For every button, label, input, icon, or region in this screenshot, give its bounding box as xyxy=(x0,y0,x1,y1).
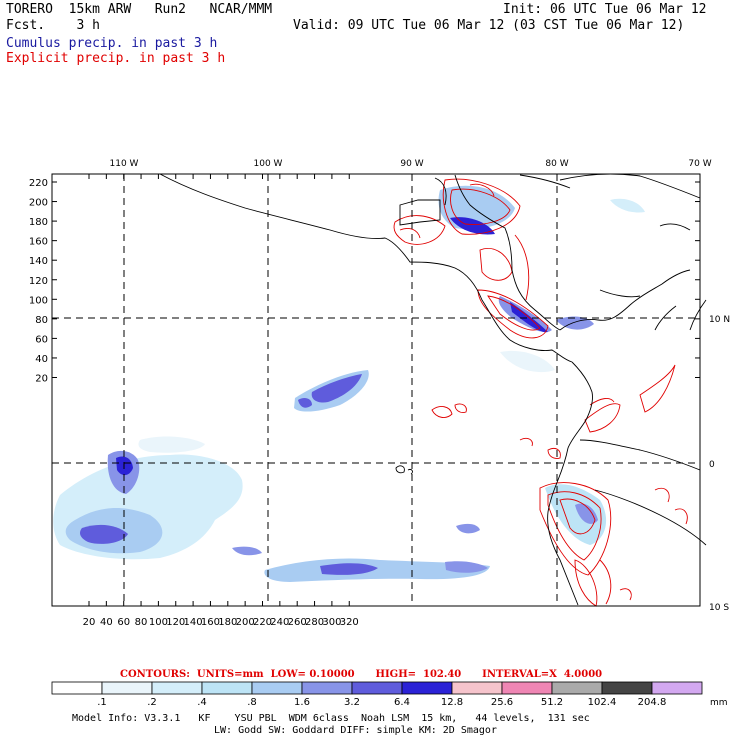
map-frame xyxy=(51,173,701,607)
colorbar-label: 12.8 xyxy=(441,697,463,708)
x-tick-label: 300 xyxy=(322,617,341,628)
x-tick-label: 20 xyxy=(83,617,96,628)
x-tick-label: 240 xyxy=(270,617,289,628)
graticule xyxy=(52,174,700,606)
colorbar-labels: .1 .2 .4 .8 1.6 3.2 6.4 12.8 25.6 51.2 102.4 204.8 xyxy=(97,697,666,708)
y-tick-label: 180 xyxy=(29,217,48,228)
x-tick-label: 40 xyxy=(100,617,113,628)
y-tick-label: 40 xyxy=(35,354,48,365)
latitude-label: 10 N xyxy=(709,315,730,325)
colorbar-label: .4 xyxy=(197,697,207,708)
x-tick-label: 280 xyxy=(305,617,324,628)
colorbar-cell xyxy=(351,681,403,695)
x-tick-label: 320 xyxy=(340,617,359,628)
y-axis-ticks: 220 200 180 160 140 120 100 80 60 40 20 xyxy=(29,178,700,385)
colorbar-cell xyxy=(151,681,203,695)
explicit-precip-contours xyxy=(393,178,688,607)
longitude-label: 110 W xyxy=(110,159,139,169)
x-tick-label: 160 xyxy=(201,617,220,628)
colorbar-cell xyxy=(551,681,603,695)
colorbar-cell xyxy=(51,681,103,695)
forecast-hour: Fcst. 3 h xyxy=(6,18,100,33)
longitude-label: 100 W xyxy=(254,159,283,169)
longitude-label: 80 W xyxy=(545,159,568,169)
colorbar-cell xyxy=(401,681,453,695)
x-tick-label: 200 xyxy=(236,617,255,628)
coastlines xyxy=(159,173,707,606)
model-physics: LW: Godd SW: Goddard DIFF: simple KM: 2D… xyxy=(214,725,497,736)
colorbar-label: .2 xyxy=(147,697,157,708)
x-tick-label: 80 xyxy=(135,617,148,628)
x-tick-label: 120 xyxy=(166,617,185,628)
colorbar-label: 3.2 xyxy=(344,697,360,708)
longitude-label: 90 W xyxy=(400,159,423,169)
x-axis-ticks: 20 40 60 80 10012014016018020022024026028030… xyxy=(83,174,359,628)
y-tick-label: 160 xyxy=(29,237,48,248)
colorbar-label: .1 xyxy=(97,697,107,708)
colorbar-caption: CONTOURS: UNITS=mm LOW= 0.10000 HIGH= 10… xyxy=(120,669,603,680)
longitude-labels: 110 W 100 W 90 W 80 W 70 W xyxy=(110,159,712,169)
colorbar-cells xyxy=(51,681,703,695)
model-title: TORERO 15km ARW Run2 NCAR/MMM xyxy=(6,2,273,17)
init-time: Init: 06 UTC Tue 06 Mar 12 xyxy=(503,2,707,17)
x-tick-label: 260 xyxy=(288,617,307,628)
legend-explicit: Explicit precip. in past 3 h xyxy=(6,51,226,66)
longitude-label: 70 W xyxy=(688,159,711,169)
colorbar-cell xyxy=(501,681,553,695)
y-tick-label: 100 xyxy=(29,295,48,306)
colorbar-cell xyxy=(101,681,153,695)
y-tick-label: 140 xyxy=(29,256,48,267)
colorbar-cell xyxy=(251,681,303,695)
y-tick-label: 200 xyxy=(29,198,48,209)
model-info: Model Info: V3.3.1 KF YSU PBL WDM 6class… xyxy=(72,713,590,724)
x-tick-label: 100 xyxy=(149,617,168,628)
colorbar-label: 204.8 xyxy=(638,697,667,708)
y-tick-label: 120 xyxy=(29,276,48,287)
colorbar-label: 51.2 xyxy=(541,697,563,708)
legend-cumulus: Cumulus precip. in past 3 h xyxy=(6,36,218,51)
valid-time: Valid: 09 UTC Tue 06 Mar 12 (03 CST Tue … xyxy=(293,18,685,33)
colorbar-label: 25.6 xyxy=(491,697,513,708)
colorbar-label: .8 xyxy=(247,697,257,708)
colorbar-cell xyxy=(201,681,253,695)
latitude-label: 0 xyxy=(709,460,715,470)
colorbar-cell xyxy=(451,681,503,695)
colorbar-cell xyxy=(651,681,703,695)
y-tick-label: 220 xyxy=(29,178,48,189)
y-tick-label: 60 xyxy=(35,334,48,345)
latitude-labels: 10 N 0 10 S xyxy=(709,315,730,613)
colorbar-label: 6.4 xyxy=(394,697,410,708)
y-tick-label: 20 xyxy=(35,374,48,385)
colorbar: .1.2.4.8 1.6 3.2 6.4 12.8 25.6 51.2 102.4 204.8 … xyxy=(51,681,728,708)
latitude-label: 10 S xyxy=(709,603,729,613)
x-tick-label: 180 xyxy=(218,617,237,628)
x-tick-label: 140 xyxy=(184,617,203,628)
colorbar-label: 102.4 xyxy=(588,697,617,708)
colorbar-cell xyxy=(301,681,353,695)
x-tick-label: 60 xyxy=(117,617,130,628)
cumulus-precip-shading xyxy=(53,185,645,582)
colorbar-label: 1.6 xyxy=(294,697,310,708)
colorbar-unit: mm xyxy=(710,698,728,708)
y-tick-label: 80 xyxy=(35,315,48,326)
colorbar-cell xyxy=(601,681,653,695)
x-tick-label: 220 xyxy=(253,617,272,628)
